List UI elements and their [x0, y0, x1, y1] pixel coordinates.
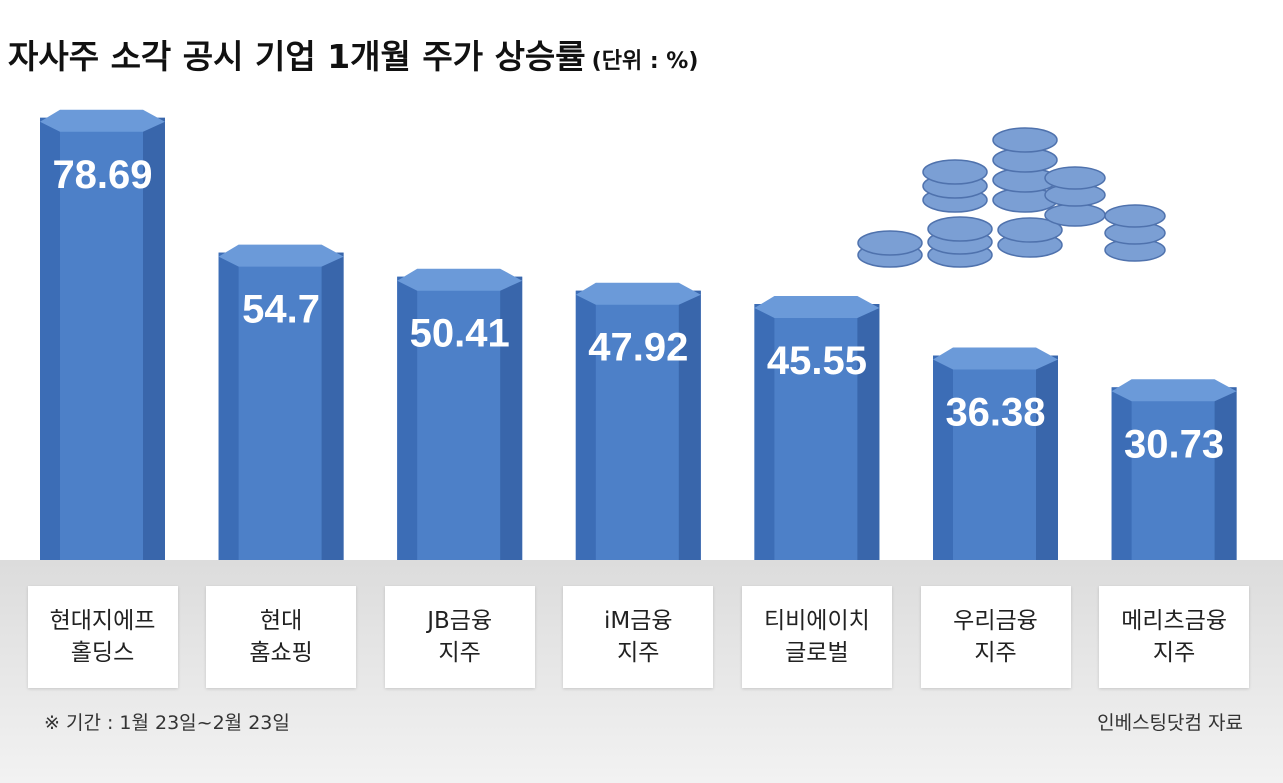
bar-side	[1214, 387, 1237, 560]
bar-side	[575, 290, 596, 560]
value-label: 36.38	[945, 391, 1045, 435]
bar-cap	[575, 282, 701, 305]
category-label: 티비에이치 글로벌	[741, 586, 892, 688]
bar-side	[500, 276, 523, 560]
bar-side	[1036, 355, 1058, 560]
value-label: 50.41	[410, 312, 510, 356]
bar-side	[933, 355, 953, 560]
category-label: iM금융 지주	[563, 586, 714, 688]
chart-title: 자사주 소각 공시 기업 1개월 주가 상승률	[8, 37, 586, 76]
source: 인베스팅닷컴 자료	[1097, 712, 1243, 734]
bar-side	[1111, 387, 1132, 560]
bar-side	[321, 252, 344, 560]
footnote: ※ 기간 : 1월 23일~2월 23일	[44, 712, 290, 734]
bar-cap	[754, 296, 880, 319]
title-block: 자사주 소각 공시 기업 1개월 주가 상승률 (단위 : %)	[8, 30, 698, 78]
category-label: 우리금융 지주	[920, 586, 1071, 688]
category-label: 현대 홈쇼핑	[206, 586, 357, 688]
bar-side	[40, 117, 60, 560]
bar-side	[678, 290, 701, 560]
bar-cap	[933, 347, 1058, 370]
bar-cap	[218, 244, 344, 267]
value-label: 78.69	[52, 153, 152, 197]
category-label: 메리츠금융 지주	[1099, 586, 1250, 688]
value-label: 45.55	[767, 339, 867, 383]
value-label: 30.73	[1124, 422, 1224, 466]
bar-side	[754, 304, 775, 560]
value-label: 47.92	[588, 326, 688, 370]
bar-cap	[40, 109, 165, 132]
bar-cap	[397, 268, 523, 291]
coin-illustration	[857, 127, 1166, 268]
bar-side	[857, 304, 880, 560]
value-label: 54.7	[242, 288, 320, 332]
bar-side	[143, 117, 165, 560]
bar-side	[397, 276, 418, 560]
bar-side	[218, 252, 239, 560]
category-label: JB금융 지주	[384, 586, 535, 688]
category-label: 현대지에프 홀딩스	[27, 586, 178, 688]
bar-cap	[1111, 379, 1237, 402]
subtitle: (단위 : %)	[591, 49, 699, 74]
